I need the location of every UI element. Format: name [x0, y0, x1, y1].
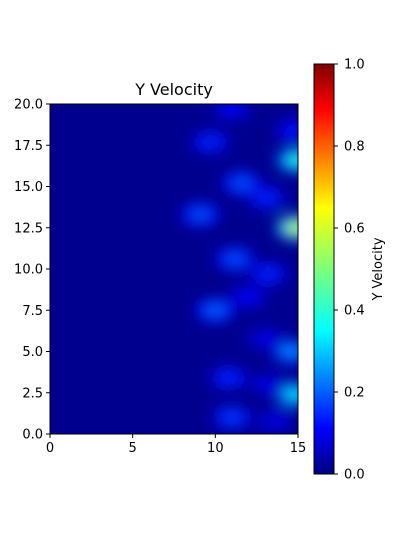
y-tick-label: 17.5	[14, 139, 43, 154]
x-tick-label: 15	[290, 441, 307, 456]
heatmap-blob	[231, 176, 253, 190]
colorbar-tick-label: 0.0	[344, 468, 365, 483]
colorbar-ticks: 0.0 0.2 0.4 0.6 0.8 1.0	[334, 58, 365, 483]
heatmap-blob	[284, 123, 306, 137]
colorbar-tick-label: 0.8	[344, 140, 365, 155]
heatmap-blob	[218, 371, 240, 385]
heatmap-blob	[285, 221, 307, 235]
x-tick-label: 0	[46, 441, 54, 456]
heatmap-blob	[264, 414, 286, 428]
heatmap-blob	[285, 153, 307, 167]
heatmap-blob	[237, 290, 259, 304]
y-tick-label: 5.0	[22, 345, 43, 360]
heatmap-blob	[199, 135, 221, 149]
heatmap-blob	[221, 411, 243, 425]
y-tick-label: 20.0	[14, 98, 43, 113]
colorbar-tick-label: 0.4	[344, 304, 365, 319]
chart-title: Y Velocity	[134, 80, 213, 99]
heatmap-blob	[254, 331, 276, 345]
colorbar-tick-label: 0.6	[344, 222, 365, 237]
y-tick-label: 15.0	[14, 180, 43, 195]
y-tick-label: 7.5	[22, 304, 43, 319]
heatmap-blob	[257, 378, 279, 392]
y-axis: 0.0 2.5 5.0 7.5 10.0 12.5 15.0 17.5 20.0	[14, 98, 50, 443]
colorbar-tick-label: 1.0	[344, 58, 365, 73]
heatmap-blob	[224, 252, 246, 266]
heatmap-blob	[257, 267, 279, 281]
heatmap-blob	[256, 191, 278, 205]
colorbar-label: Y Velocity	[371, 237, 386, 301]
heatmap-blob	[284, 387, 306, 401]
colorbar-tick-label: 0.2	[344, 386, 365, 401]
x-tick-label: 5	[129, 441, 137, 456]
y-tick-label: 10.0	[14, 263, 43, 278]
heatmap-blob	[280, 345, 302, 359]
y-tick-label: 12.5	[14, 221, 43, 236]
y-tick-label: 0.0	[22, 428, 43, 443]
heatmap-blob	[189, 208, 211, 222]
heatmap-area	[50, 97, 316, 434]
colorbar-gradient	[314, 64, 334, 474]
x-axis: 0 5 10 15	[46, 434, 306, 456]
x-tick-label: 10	[207, 441, 224, 456]
heatmap-blob	[204, 303, 226, 317]
y-tick-label: 2.5	[22, 386, 43, 401]
colorbar: 0.0 0.2 0.4 0.6 0.8 1.0 Y Velocity	[314, 58, 386, 483]
